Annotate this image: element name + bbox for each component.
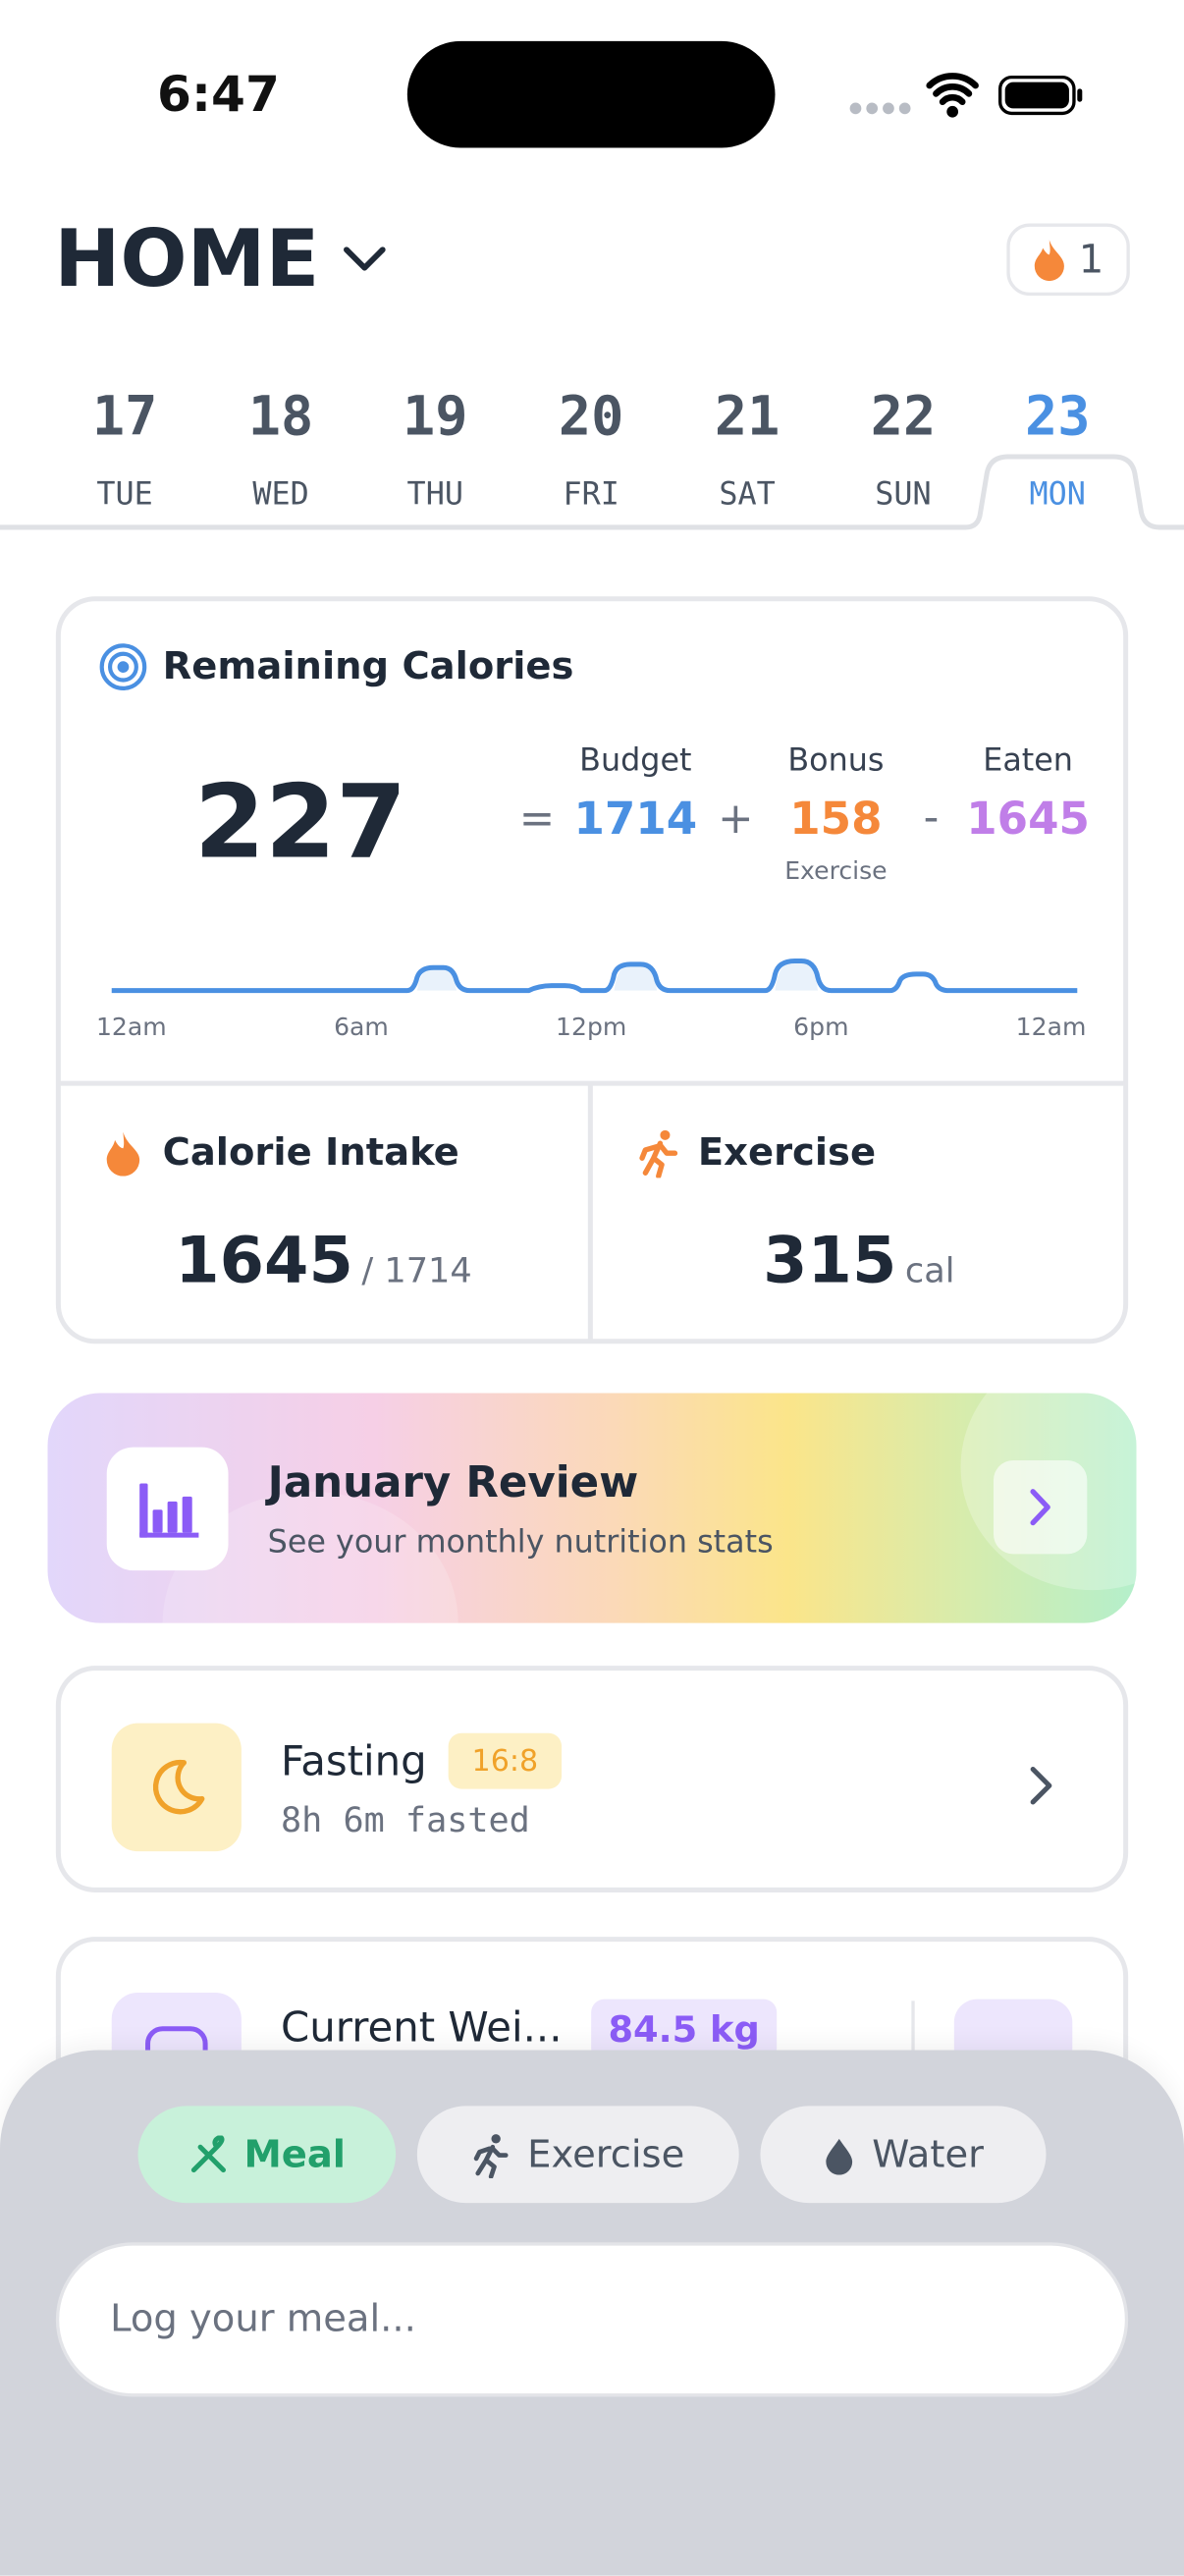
runner-icon <box>473 2133 509 2178</box>
divider <box>587 1083 593 1341</box>
day-number[interactable]: 19 <box>403 383 468 448</box>
intake-timeline <box>111 959 1078 994</box>
status-time: 6:47 <box>157 66 280 125</box>
day-weekday[interactable]: FRI <box>563 476 619 513</box>
review-arrow[interactable] <box>993 1460 1088 1555</box>
day-tab-outline <box>0 454 1184 530</box>
bonus-value: 158 <box>789 794 883 846</box>
time-label: 6am <box>334 1012 389 1042</box>
intake-value: 1645 <box>175 1224 353 1299</box>
eaten-value: 1645 <box>966 794 1090 846</box>
page-title[interactable]: HOME <box>54 213 320 306</box>
time-label: 12pm <box>556 1012 627 1042</box>
day-number[interactable]: 21 <box>714 383 780 448</box>
review-card[interactable] <box>47 1393 1137 1623</box>
operator: - <box>923 793 940 844</box>
day-number[interactable]: 18 <box>247 383 314 448</box>
fasting-subtitle: 8h 6m fasted <box>281 1800 530 1840</box>
fasting-icon <box>111 1723 242 1852</box>
budget-value: 1714 <box>573 794 698 846</box>
operator: = <box>518 795 556 845</box>
streak-count: 1 <box>1078 236 1104 283</box>
bonus-sub: Exercise <box>784 855 888 886</box>
fasting-title: Fasting <box>281 1736 427 1785</box>
time-label: 6pm <box>793 1012 849 1042</box>
meal-tab[interactable]: Meal <box>137 2106 397 2204</box>
meal-input[interactable] <box>55 2242 1129 2397</box>
utensils-icon <box>190 2134 226 2172</box>
streak-pill[interactable]: 1 <box>1006 223 1130 297</box>
flame-icon <box>106 1131 140 1177</box>
moon-icon <box>152 1759 205 1815</box>
flame-icon <box>1034 240 1064 282</box>
budget-label: Budget <box>579 742 692 779</box>
remaining-value: 227 <box>193 761 407 882</box>
exercise-stat: 315 cal <box>763 1225 954 1298</box>
tab-label: Water <box>872 2133 984 2176</box>
exercise-unit: cal <box>904 1250 955 1290</box>
day-number[interactable]: 23 <box>1024 383 1091 448</box>
time-label: 12am <box>1015 1012 1087 1042</box>
day-weekday[interactable]: TUE <box>96 476 153 513</box>
day-number[interactable]: 20 <box>558 383 624 448</box>
operator: + <box>718 795 754 845</box>
divider <box>911 2001 915 2067</box>
day-weekday[interactable]: SAT <box>719 476 776 513</box>
chevron <box>1030 1489 1050 1526</box>
day-weekday[interactable]: THU <box>406 476 463 513</box>
exercise-tab[interactable]: Exercise <box>416 2106 739 2204</box>
water-tab[interactable]: Water <box>760 2106 1047 2204</box>
runner-icon <box>639 1129 678 1178</box>
weight-title: Current Wei... <box>281 2002 563 2052</box>
target-icon <box>99 643 147 690</box>
fasting-badge: 16:8 <box>448 1732 563 1789</box>
day-number[interactable]: 17 <box>91 383 158 448</box>
drop-icon <box>826 2138 853 2174</box>
day-weekday[interactable]: MON <box>1029 476 1086 513</box>
card-title: Remaining Calories <box>162 645 574 688</box>
review-title: January Review <box>267 1458 639 1508</box>
bar-chart-icon <box>139 1483 199 1538</box>
input-placeholder: Log your meal... <box>110 2298 416 2341</box>
intake-stat: 1645 / 1714 <box>175 1225 471 1298</box>
review-icon <box>106 1447 229 1571</box>
bonus-label: Bonus <box>787 742 885 779</box>
exercise-value: 315 <box>763 1224 897 1299</box>
fasting-card[interactable] <box>55 1666 1129 1892</box>
chevron <box>1030 1766 1052 1805</box>
eaten-label: Eaten <box>983 742 1073 779</box>
time-label: 12am <box>95 1012 167 1042</box>
divider <box>59 1080 1125 1086</box>
review-subtitle: See your monthly nutrition stats <box>267 1524 774 1562</box>
intake-title: Calorie Intake <box>162 1131 459 1175</box>
tab-label: Meal <box>243 2133 347 2176</box>
day-weekday[interactable]: WED <box>252 476 309 513</box>
dynamic-island <box>406 40 776 148</box>
tab-label: Exercise <box>527 2133 685 2176</box>
exercise-title: Exercise <box>697 1131 877 1175</box>
status-icons <box>849 73 1083 118</box>
day-number[interactable]: 22 <box>870 383 937 448</box>
title-chevron[interactable] <box>340 240 389 279</box>
day-weekday[interactable]: SUN <box>875 476 932 513</box>
intake-of: / 1714 <box>361 1250 472 1290</box>
